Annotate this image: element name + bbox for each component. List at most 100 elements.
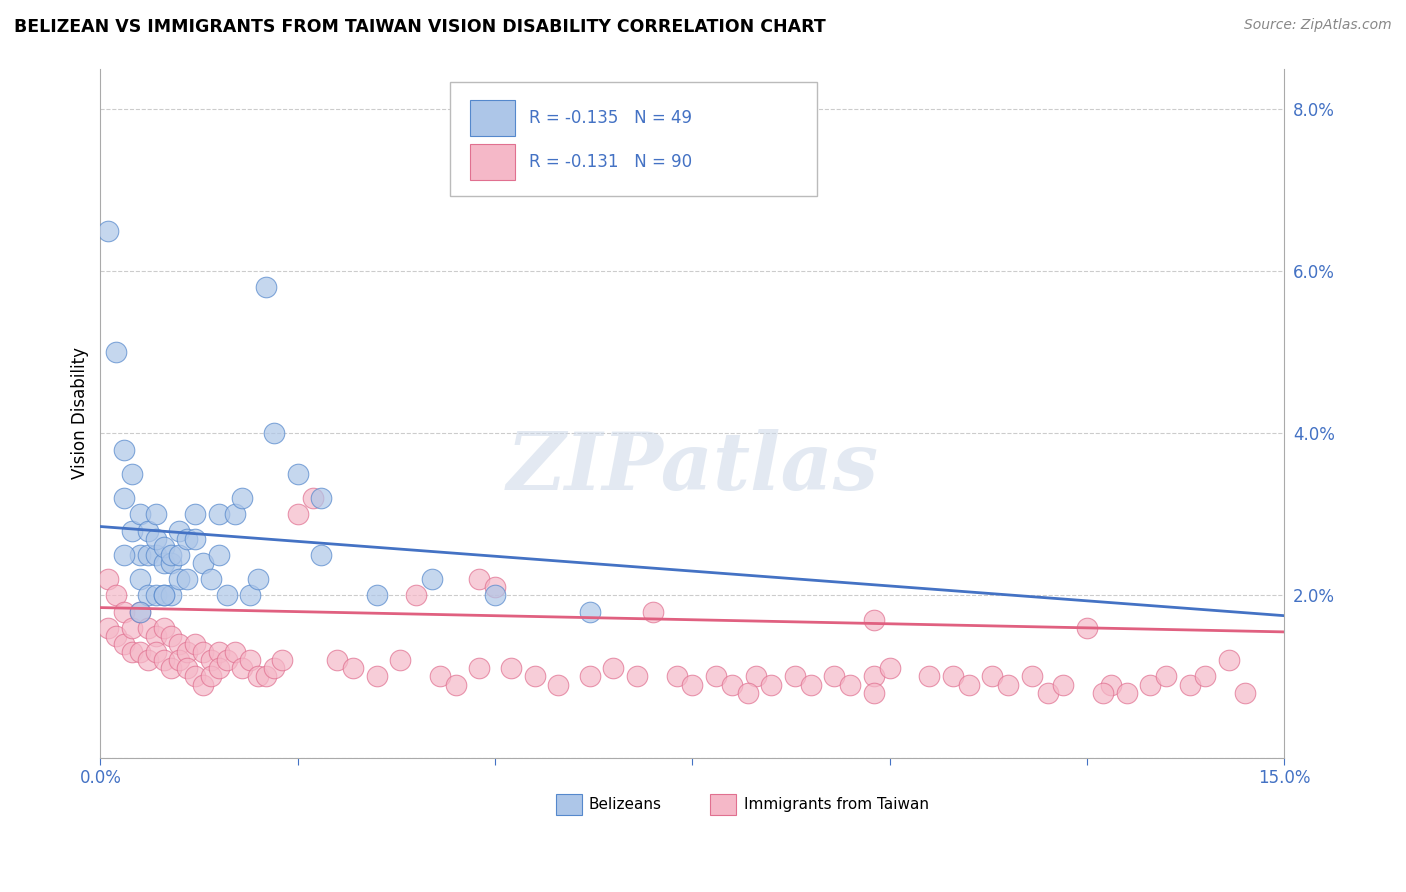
Point [1052, 677, 1074, 691]
Point [136, 589, 159, 603]
Point [169, 548, 191, 562]
Point [112, 442, 135, 457]
Point [247, 669, 270, 683]
Point [184, 637, 207, 651]
Point [468, 661, 491, 675]
Point [208, 548, 231, 562]
Bar [710, 794, 737, 814]
Point [247, 572, 270, 586]
Text: Source: ZipAtlas.com: Source: ZipAtlas.com [1244, 18, 1392, 32]
Point [311, 491, 333, 505]
Point [152, 556, 174, 570]
Point [128, 605, 150, 619]
Point [112, 548, 135, 562]
Point [287, 467, 309, 481]
Point [121, 467, 143, 481]
Text: Belizeans: Belizeans [588, 797, 661, 812]
Point [1218, 653, 1240, 667]
Point [160, 589, 183, 603]
Point [1233, 686, 1256, 700]
Point [863, 686, 886, 700]
Point [169, 572, 191, 586]
Point [1036, 686, 1059, 700]
Point [128, 508, 150, 522]
Point [239, 653, 262, 667]
Point [169, 653, 191, 667]
Point [263, 426, 285, 441]
Point [547, 677, 569, 691]
Point [1178, 677, 1201, 691]
Point [152, 589, 174, 603]
Point [1194, 669, 1216, 683]
Point [152, 589, 174, 603]
Point [105, 345, 128, 359]
Point [824, 669, 846, 683]
Point [602, 661, 624, 675]
Point [200, 669, 222, 683]
Point [287, 508, 309, 522]
Point [191, 645, 214, 659]
Point [863, 613, 886, 627]
Point [184, 532, 207, 546]
Point [863, 669, 886, 683]
Point [626, 669, 648, 683]
Point [128, 572, 150, 586]
Point [184, 669, 207, 683]
Point [160, 556, 183, 570]
Point [231, 661, 253, 675]
Point [176, 572, 198, 586]
Point [191, 556, 214, 570]
Point [1115, 686, 1137, 700]
Point [239, 589, 262, 603]
Point [429, 669, 451, 683]
Text: R = -0.131   N = 90: R = -0.131 N = 90 [529, 153, 692, 171]
FancyBboxPatch shape [450, 82, 817, 196]
Text: Immigrants from Taiwan: Immigrants from Taiwan [745, 797, 929, 812]
Point [389, 653, 412, 667]
Point [121, 524, 143, 538]
Point [405, 589, 427, 603]
Point [783, 669, 806, 683]
Point [254, 669, 277, 683]
Point [271, 653, 294, 667]
Point [366, 589, 388, 603]
Point [105, 629, 128, 643]
Point [160, 548, 183, 562]
Point [744, 669, 766, 683]
Point [1091, 686, 1114, 700]
Point [997, 677, 1019, 691]
Point [1139, 677, 1161, 691]
Text: R = -0.135   N = 49: R = -0.135 N = 49 [529, 109, 692, 128]
Point [957, 677, 980, 691]
Point [208, 661, 231, 675]
Point [484, 589, 506, 603]
Point [136, 653, 159, 667]
Point [1154, 669, 1177, 683]
Point [499, 661, 522, 675]
Point [128, 548, 150, 562]
Point [208, 645, 231, 659]
Point [215, 653, 238, 667]
Point [468, 572, 491, 586]
Point [263, 661, 285, 675]
Point [121, 621, 143, 635]
Point [208, 508, 231, 522]
Point [311, 548, 333, 562]
Point [152, 540, 174, 554]
Point [176, 532, 198, 546]
Point [191, 677, 214, 691]
Point [145, 589, 167, 603]
Point [942, 669, 965, 683]
Point [215, 589, 238, 603]
Point [578, 605, 600, 619]
Point [121, 645, 143, 659]
Point [112, 491, 135, 505]
Bar [557, 794, 582, 814]
Point [918, 669, 941, 683]
Point [981, 669, 1004, 683]
Point [681, 677, 703, 691]
Text: BELIZEAN VS IMMIGRANTS FROM TAIWAN VISION DISABILITY CORRELATION CHART: BELIZEAN VS IMMIGRANTS FROM TAIWAN VISIO… [14, 18, 825, 36]
Point [176, 645, 198, 659]
Point [484, 580, 506, 594]
Point [97, 224, 120, 238]
